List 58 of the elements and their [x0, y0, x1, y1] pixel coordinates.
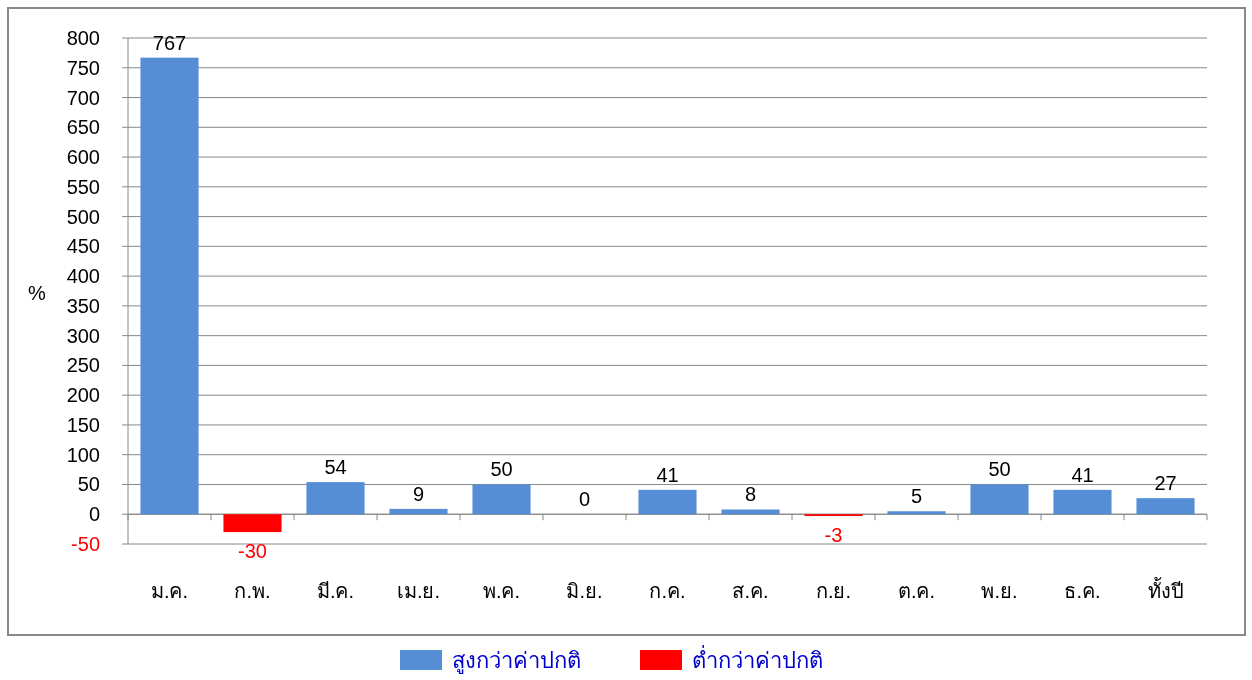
x-tick-label: ก.ย.: [815, 580, 852, 602]
x-tick-label: พ.ย.: [981, 580, 1018, 602]
bar: [887, 511, 946, 515]
y-tick-label: 300: [66, 324, 100, 347]
y-tick-label: 650: [66, 116, 100, 139]
data-label: -30: [238, 540, 267, 563]
bar: [472, 484, 531, 515]
y-tick-label: 350: [66, 294, 100, 317]
y-tick-label: -50: [71, 533, 100, 555]
y-tick-label: 750: [66, 56, 100, 79]
x-tick-label: ธ.ค.: [1064, 580, 1101, 602]
data-label: 41: [1071, 463, 1094, 486]
y-tick-label: 0: [88, 503, 100, 526]
y-axis-title: %: [28, 282, 47, 304]
y-tick-label: 400: [66, 265, 100, 288]
x-tick-label: ม.ค.: [150, 580, 189, 602]
x-tick-label: มิ.ย.: [566, 580, 603, 602]
y-tick-label: 250: [66, 354, 100, 377]
y-tick-label: 450: [66, 235, 100, 258]
y-tick-label: 550: [66, 175, 100, 198]
legend-label: สูงกว่าค่าปกติ: [452, 648, 581, 674]
y-tick-label: 100: [66, 443, 100, 466]
bar: [223, 514, 282, 533]
y-tick-label: 600: [66, 146, 100, 169]
x-tick-label: ทั้งปี: [1147, 577, 1184, 602]
data-label: 0: [578, 488, 591, 511]
x-tick-label: ก.พ.: [234, 580, 271, 602]
data-label: 50: [988, 458, 1011, 481]
data-label: 9: [412, 482, 425, 505]
y-tick-label: 50: [77, 473, 100, 496]
data-label: 27: [1154, 472, 1177, 495]
x-tick-label: ก.ค.: [649, 580, 686, 602]
y-tick-label: 700: [66, 86, 100, 109]
x-tick-label: ส.ค.: [732, 580, 769, 602]
y-tick-label: 150: [66, 413, 100, 436]
data-label: 8: [744, 483, 757, 506]
y-tick-label: 200: [66, 384, 100, 407]
bar: [970, 484, 1029, 515]
x-tick-label: ต.ค.: [897, 580, 936, 602]
x-tick-label: มี.ค.: [316, 580, 355, 602]
y-tick-label: 500: [66, 205, 100, 228]
data-label: 5: [910, 485, 923, 508]
bar: [1053, 489, 1112, 515]
data-label: 54: [324, 456, 347, 479]
bar: [306, 482, 365, 515]
data-label: 50: [490, 458, 513, 481]
bar: [140, 57, 199, 515]
data-label: -3: [824, 524, 843, 547]
bar: [389, 508, 448, 515]
bar: [638, 489, 697, 515]
data-label: 41: [656, 463, 679, 486]
bar: [721, 509, 780, 515]
bar: [1136, 498, 1195, 515]
legend-label: ต่ำกว่าค่าปกติ: [692, 645, 823, 673]
x-tick-label: เม.ย.: [396, 580, 441, 602]
x-tick-label: พ.ค.: [482, 580, 521, 602]
y-tick-label: 800: [66, 27, 100, 49]
data-label: 767: [152, 31, 187, 54]
